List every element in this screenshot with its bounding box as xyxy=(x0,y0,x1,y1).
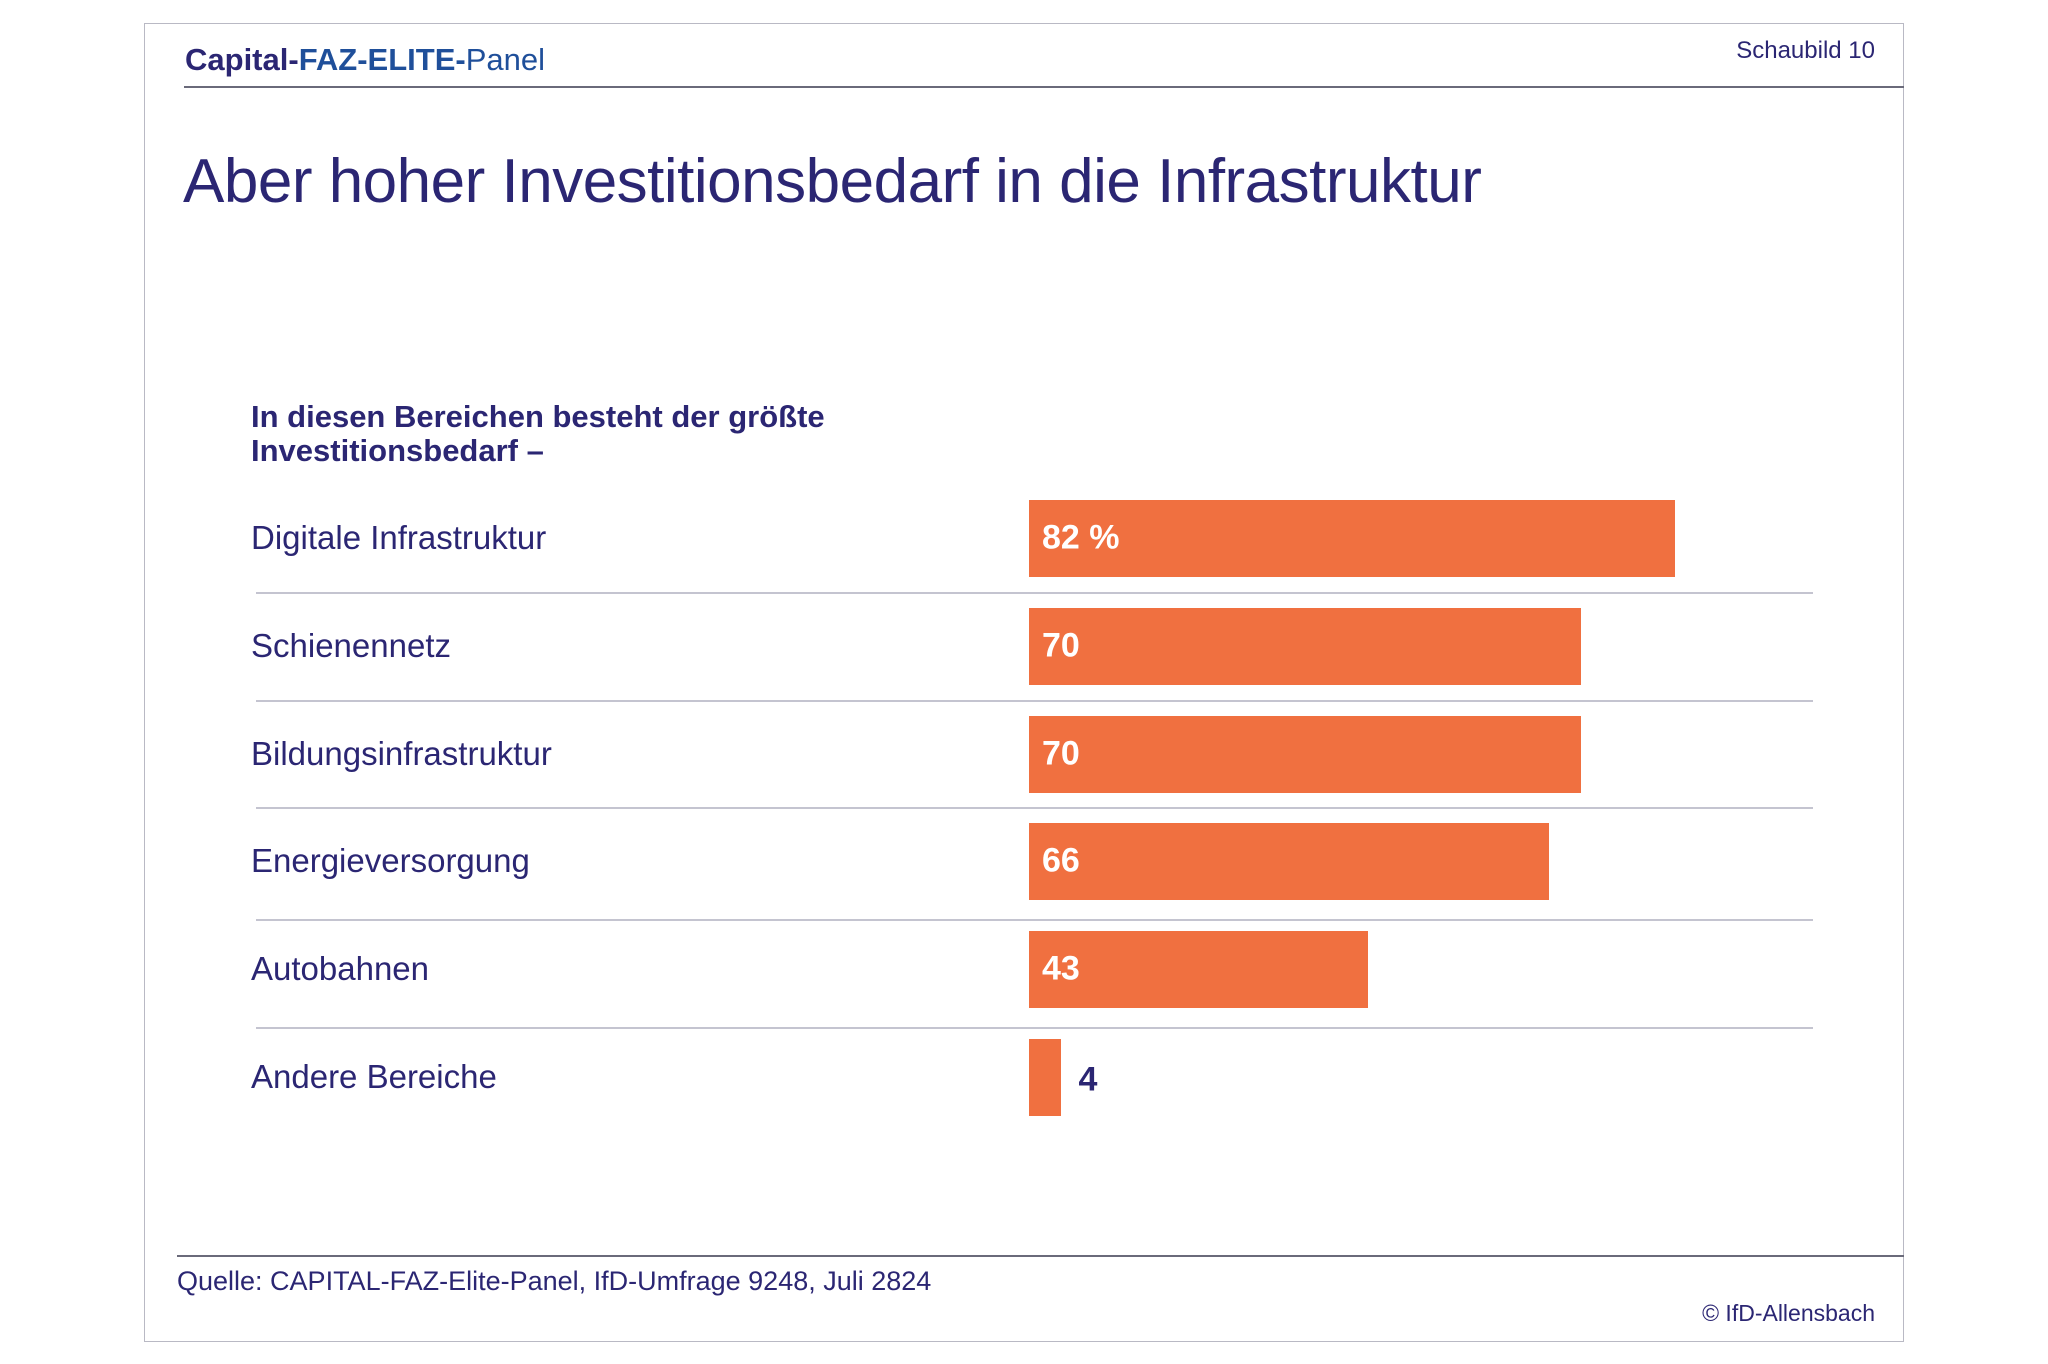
chart-title: In diesen Bereichen besteht der größte I… xyxy=(251,399,825,468)
figure-label: Schaubild 10 xyxy=(1736,37,1875,64)
bar xyxy=(1029,500,1676,577)
category-label: Energieversorgung xyxy=(251,842,530,879)
category-label: Schienennetz xyxy=(251,627,451,664)
data-label: 82 % xyxy=(1042,518,1120,557)
bar xyxy=(1029,608,1581,685)
source-note: Quelle: CAPITAL-FAZ-Elite-Panel, IfD-Umf… xyxy=(177,1266,932,1296)
header-divider xyxy=(184,86,1904,88)
row-divider xyxy=(256,919,1813,921)
data-label: 66 xyxy=(1042,841,1080,880)
data-label: 70 xyxy=(1042,626,1080,665)
bar xyxy=(1029,823,1550,900)
bar xyxy=(1029,716,1581,793)
category-label: Bildungsinfrastruktur xyxy=(251,735,552,772)
brand-capital: Capital- xyxy=(185,42,299,77)
data-label: 43 xyxy=(1042,949,1080,988)
slide-frame xyxy=(144,23,1904,1342)
category-label: Digitale Infrastruktur xyxy=(251,519,547,556)
data-label: 70 xyxy=(1042,734,1080,773)
bar xyxy=(1029,931,1368,1008)
copyright: © IfD-Allensbach xyxy=(1702,1300,1875,1326)
brand-panel: Panel xyxy=(465,42,546,77)
category-label: Autobahnen xyxy=(251,950,430,987)
brand-faz-elite: FAZ-ELITE- xyxy=(298,42,466,77)
row-divider xyxy=(256,1027,1813,1029)
page-title: Aber hoher Investitionsbedarf in die Inf… xyxy=(183,147,1482,216)
row-divider xyxy=(256,807,1813,809)
footer-divider xyxy=(177,1255,1904,1257)
brand-logo: Capital-FAZ-ELITE-Panel xyxy=(185,42,545,78)
row-divider xyxy=(256,592,1813,594)
row-divider xyxy=(256,700,1813,702)
bar xyxy=(1029,1039,1061,1116)
category-label: Andere Bereiche xyxy=(251,1058,497,1095)
data-label: 4 xyxy=(1078,1060,1098,1099)
